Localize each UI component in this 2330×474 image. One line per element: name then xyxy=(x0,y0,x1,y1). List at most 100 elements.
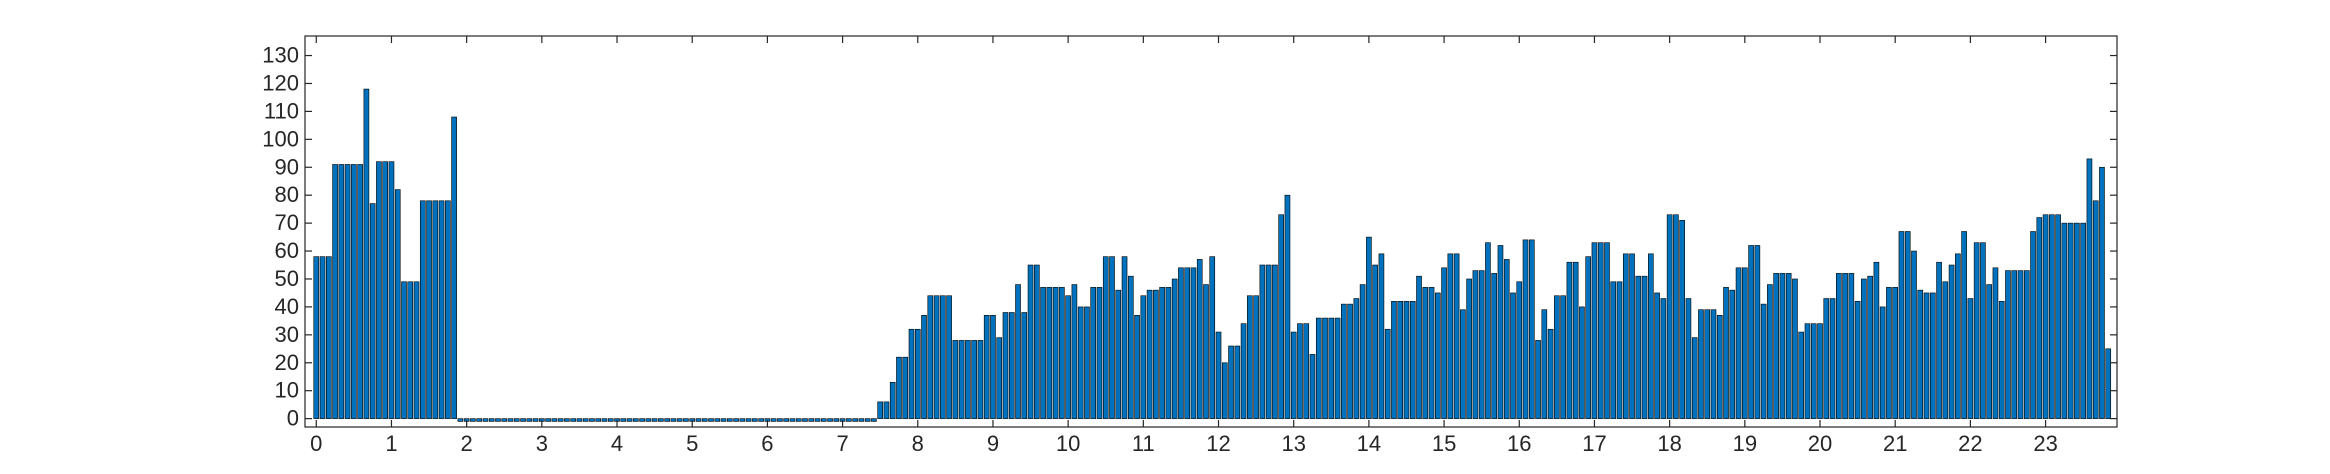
bar xyxy=(1616,281,1623,419)
bar xyxy=(1666,214,1673,419)
plot-box xyxy=(304,35,2118,428)
bar xyxy=(1428,287,1435,419)
bar xyxy=(664,418,670,422)
x-tick-label: 22 xyxy=(1958,431,1982,456)
bar xyxy=(701,418,708,422)
bar xyxy=(1854,301,1861,419)
bar xyxy=(1604,242,1610,419)
bar xyxy=(363,88,370,419)
bar xyxy=(495,418,501,422)
bar xyxy=(1441,267,1447,419)
bar xyxy=(2092,200,2099,419)
bar xyxy=(1704,309,1711,419)
bar xyxy=(570,418,576,422)
x-tick-label: 5 xyxy=(686,431,698,456)
bar xyxy=(1278,214,1284,419)
bar xyxy=(576,418,583,422)
bar xyxy=(1209,256,1216,419)
bar xyxy=(1767,284,1773,419)
bar xyxy=(1792,278,1798,419)
bar xyxy=(745,418,752,422)
bar xyxy=(971,340,977,419)
bar xyxy=(376,161,382,419)
bar xyxy=(1247,295,1253,419)
x-tick-label: 8 xyxy=(912,431,924,456)
bar xyxy=(1052,287,1059,419)
bar xyxy=(676,418,683,422)
bar xyxy=(814,418,821,422)
bar xyxy=(1015,284,1021,419)
bar xyxy=(645,418,652,422)
bar xyxy=(871,418,877,422)
bar xyxy=(1002,312,1009,419)
y-tick-label: 0 xyxy=(287,406,299,431)
x-axis-ticks: 0 1 2 3 4 5 6 7 8 9 10 11 12 13 14 15 16 17 18 19 20 21 22 23 xyxy=(310,36,2058,456)
bar xyxy=(1804,323,1811,419)
bar xyxy=(488,418,495,422)
bar xyxy=(996,337,1003,419)
bar xyxy=(827,418,833,422)
x-tick-label: 10 xyxy=(1056,431,1080,456)
y-tick-label: 20 xyxy=(275,350,299,375)
bars xyxy=(313,88,2112,422)
bar xyxy=(1879,306,1886,419)
bar xyxy=(708,418,714,422)
bar xyxy=(1654,292,1660,419)
bar xyxy=(670,418,677,422)
bar xyxy=(990,314,996,419)
bar xyxy=(1153,289,1159,419)
bar xyxy=(501,418,508,422)
bar xyxy=(589,418,595,422)
bar xyxy=(1716,314,1723,419)
bar xyxy=(1322,317,1328,419)
x-tick-label: 3 xyxy=(536,431,548,456)
bar xyxy=(789,418,796,422)
bar xyxy=(513,418,520,422)
bar xyxy=(795,418,802,422)
bar xyxy=(1723,287,1729,419)
bar xyxy=(1372,264,1378,419)
bar xyxy=(1115,289,1122,419)
bar xyxy=(1397,301,1404,419)
bar xyxy=(1422,287,1429,419)
bar xyxy=(1497,245,1504,419)
bar xyxy=(1867,275,1873,419)
x-tick-label: 14 xyxy=(1357,431,1381,456)
bar xyxy=(313,256,320,419)
bar xyxy=(1572,261,1579,419)
bar xyxy=(783,418,790,422)
x-tick-label: 13 xyxy=(1281,431,1305,456)
bar xyxy=(1904,231,1911,419)
bar xyxy=(1077,306,1084,419)
bar xyxy=(1184,267,1190,419)
bar xyxy=(1948,264,1955,419)
bar xyxy=(864,418,871,422)
x-tick-label: 17 xyxy=(1582,431,1606,456)
bar xyxy=(1547,328,1554,419)
bar xyxy=(451,116,457,419)
x-tick-label: 6 xyxy=(761,431,773,456)
bar xyxy=(1127,275,1134,419)
y-tick-label: 80 xyxy=(275,182,299,207)
bar xyxy=(1967,298,1974,419)
bar xyxy=(1040,287,1046,419)
bar xyxy=(319,256,326,419)
bar xyxy=(426,200,432,419)
bar xyxy=(1391,301,1397,419)
bar xyxy=(1485,242,1491,419)
bar xyxy=(357,164,363,419)
bar xyxy=(1685,298,1692,419)
bar xyxy=(965,340,971,419)
bar xyxy=(1071,284,1078,419)
bar xyxy=(1272,264,1278,419)
x-tick-label: 4 xyxy=(611,431,623,456)
bar xyxy=(419,200,426,419)
bar xyxy=(1710,309,1717,419)
bar xyxy=(852,418,858,422)
bar xyxy=(2036,217,2043,419)
bar xyxy=(1810,323,1817,419)
bar xyxy=(1309,354,1316,419)
bar xyxy=(1328,317,1335,419)
bar xyxy=(1516,281,1523,419)
bar xyxy=(1961,231,1967,419)
